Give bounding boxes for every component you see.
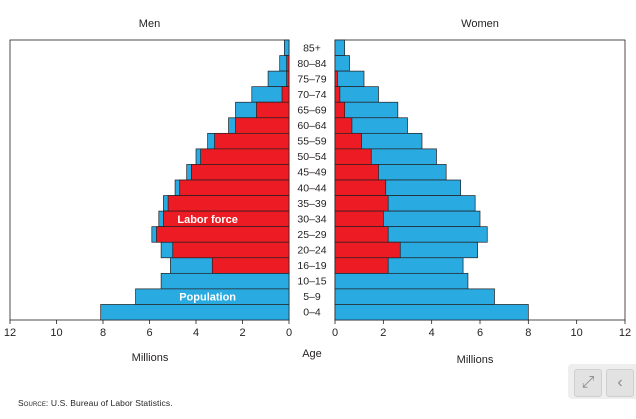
- bar-women-labor-force: [334, 179, 387, 196]
- bar-men-labor-force: [286, 70, 290, 88]
- x-tick-label-women: 2: [380, 327, 386, 339]
- bar-men-labor-force: [191, 164, 290, 181]
- age-group-label: 35–39: [297, 198, 326, 210]
- bar-women-labor-force: [334, 148, 372, 165]
- bar-men-labor-force: [156, 226, 290, 243]
- age-group-label: 75–79: [297, 73, 326, 85]
- bar-women-population: [334, 39, 346, 56]
- age-group-label: 0–4: [303, 307, 321, 319]
- x-tick-label-men: 8: [100, 327, 106, 339]
- bar-women-population: [334, 288, 495, 305]
- source-label: Source:: [18, 398, 49, 408]
- bar-women-population: [334, 304, 529, 321]
- x-tick-label-women: 8: [525, 327, 531, 339]
- bar-men-labor-force: [211, 257, 290, 274]
- women-panel-title: Women: [461, 18, 499, 30]
- bar-men-population: [267, 70, 290, 88]
- bar-men-labor-force: [235, 117, 290, 134]
- bar-men-labor-force: [172, 241, 290, 259]
- bar-men-labor-force: [179, 179, 290, 196]
- source-note: Source: U.S. Bureau of Labor Statistics.: [18, 398, 173, 408]
- women-axis-title: Millions: [457, 354, 494, 366]
- bar-men-labor-force: [167, 195, 290, 212]
- bar-men-labor-force: [281, 86, 290, 103]
- x-tick-label-women: 6: [477, 327, 483, 339]
- bar-men-labor-force: [214, 132, 290, 150]
- viewer-controls: ⤢ ‹: [568, 364, 636, 399]
- bar-women-population: [334, 272, 469, 290]
- bar-women-labor-force: [334, 86, 341, 103]
- x-tick-label-men: 4: [193, 327, 199, 339]
- age-group-label: 30–34: [297, 213, 326, 225]
- bar-men-labor-force: [200, 148, 290, 165]
- bar-women-population: [334, 70, 365, 88]
- x-tick-label-men: 12: [4, 327, 16, 339]
- age-axis-title: Age: [302, 348, 322, 360]
- bar-women-population: [334, 55, 350, 72]
- age-group-label: 10–15: [297, 276, 326, 288]
- age-group-label: 45–49: [297, 167, 326, 179]
- x-tick-label-men: 2: [239, 327, 245, 339]
- bar-women-labor-force: [334, 117, 353, 134]
- age-group-label: 85+: [303, 42, 321, 54]
- men-axis-title: Millions: [132, 352, 169, 364]
- age-group-label: 25–29: [297, 229, 326, 241]
- age-group-label: 60–64: [297, 120, 326, 132]
- bar-women-labor-force: [334, 210, 384, 228]
- age-group-label: 70–74: [297, 89, 326, 101]
- x-tick-label-women: 4: [429, 327, 435, 339]
- bar-women-labor-force: [334, 195, 389, 212]
- bar-men-population: [160, 272, 290, 290]
- bar-women-labor-force: [334, 101, 346, 119]
- source-text: U.S. Bureau of Labor Statistics.: [50, 398, 173, 408]
- bar-men-population: [284, 39, 290, 56]
- age-group-label: 20–24: [297, 245, 326, 257]
- bar-women-labor-force: [334, 226, 389, 243]
- x-tick-label-men: 10: [50, 327, 62, 339]
- annotation-labor-force: Labor force: [177, 214, 238, 226]
- bar-women-labor-force: [334, 132, 362, 150]
- expand-button[interactable]: ⤢: [574, 369, 602, 397]
- age-group-label: 40–44: [297, 182, 326, 194]
- bar-women-labor-force: [334, 241, 401, 259]
- age-group-label: 5–9: [303, 291, 321, 303]
- bar-men-population: [100, 304, 290, 321]
- bar-women-labor-force: [334, 70, 338, 88]
- bar-women-population: [334, 86, 379, 103]
- age-group-label: 55–59: [297, 136, 326, 148]
- bar-women-labor-force: [334, 164, 379, 181]
- x-tick-label-men: 0: [286, 327, 292, 339]
- chevron-left-icon: ‹: [617, 374, 623, 391]
- age-group-label: 65–69: [297, 105, 326, 117]
- bar-women-labor-force: [334, 257, 389, 274]
- annotation-population: Population: [179, 292, 236, 304]
- expand-icon: ⤢: [581, 374, 595, 391]
- age-group-label: 16–19: [297, 260, 326, 272]
- x-tick-label-women: 12: [619, 327, 631, 339]
- x-tick-label-women: 10: [571, 327, 583, 339]
- x-tick-label-women: 0: [332, 327, 338, 339]
- age-group-label: 50–54: [297, 151, 326, 163]
- age-group-label: 80–84: [297, 58, 326, 70]
- previous-button[interactable]: ‹: [606, 369, 634, 397]
- x-tick-label-men: 6: [146, 327, 152, 339]
- bar-men-labor-force: [286, 55, 290, 72]
- men-panel-title: Men: [139, 18, 160, 30]
- bar-men-labor-force: [256, 101, 290, 119]
